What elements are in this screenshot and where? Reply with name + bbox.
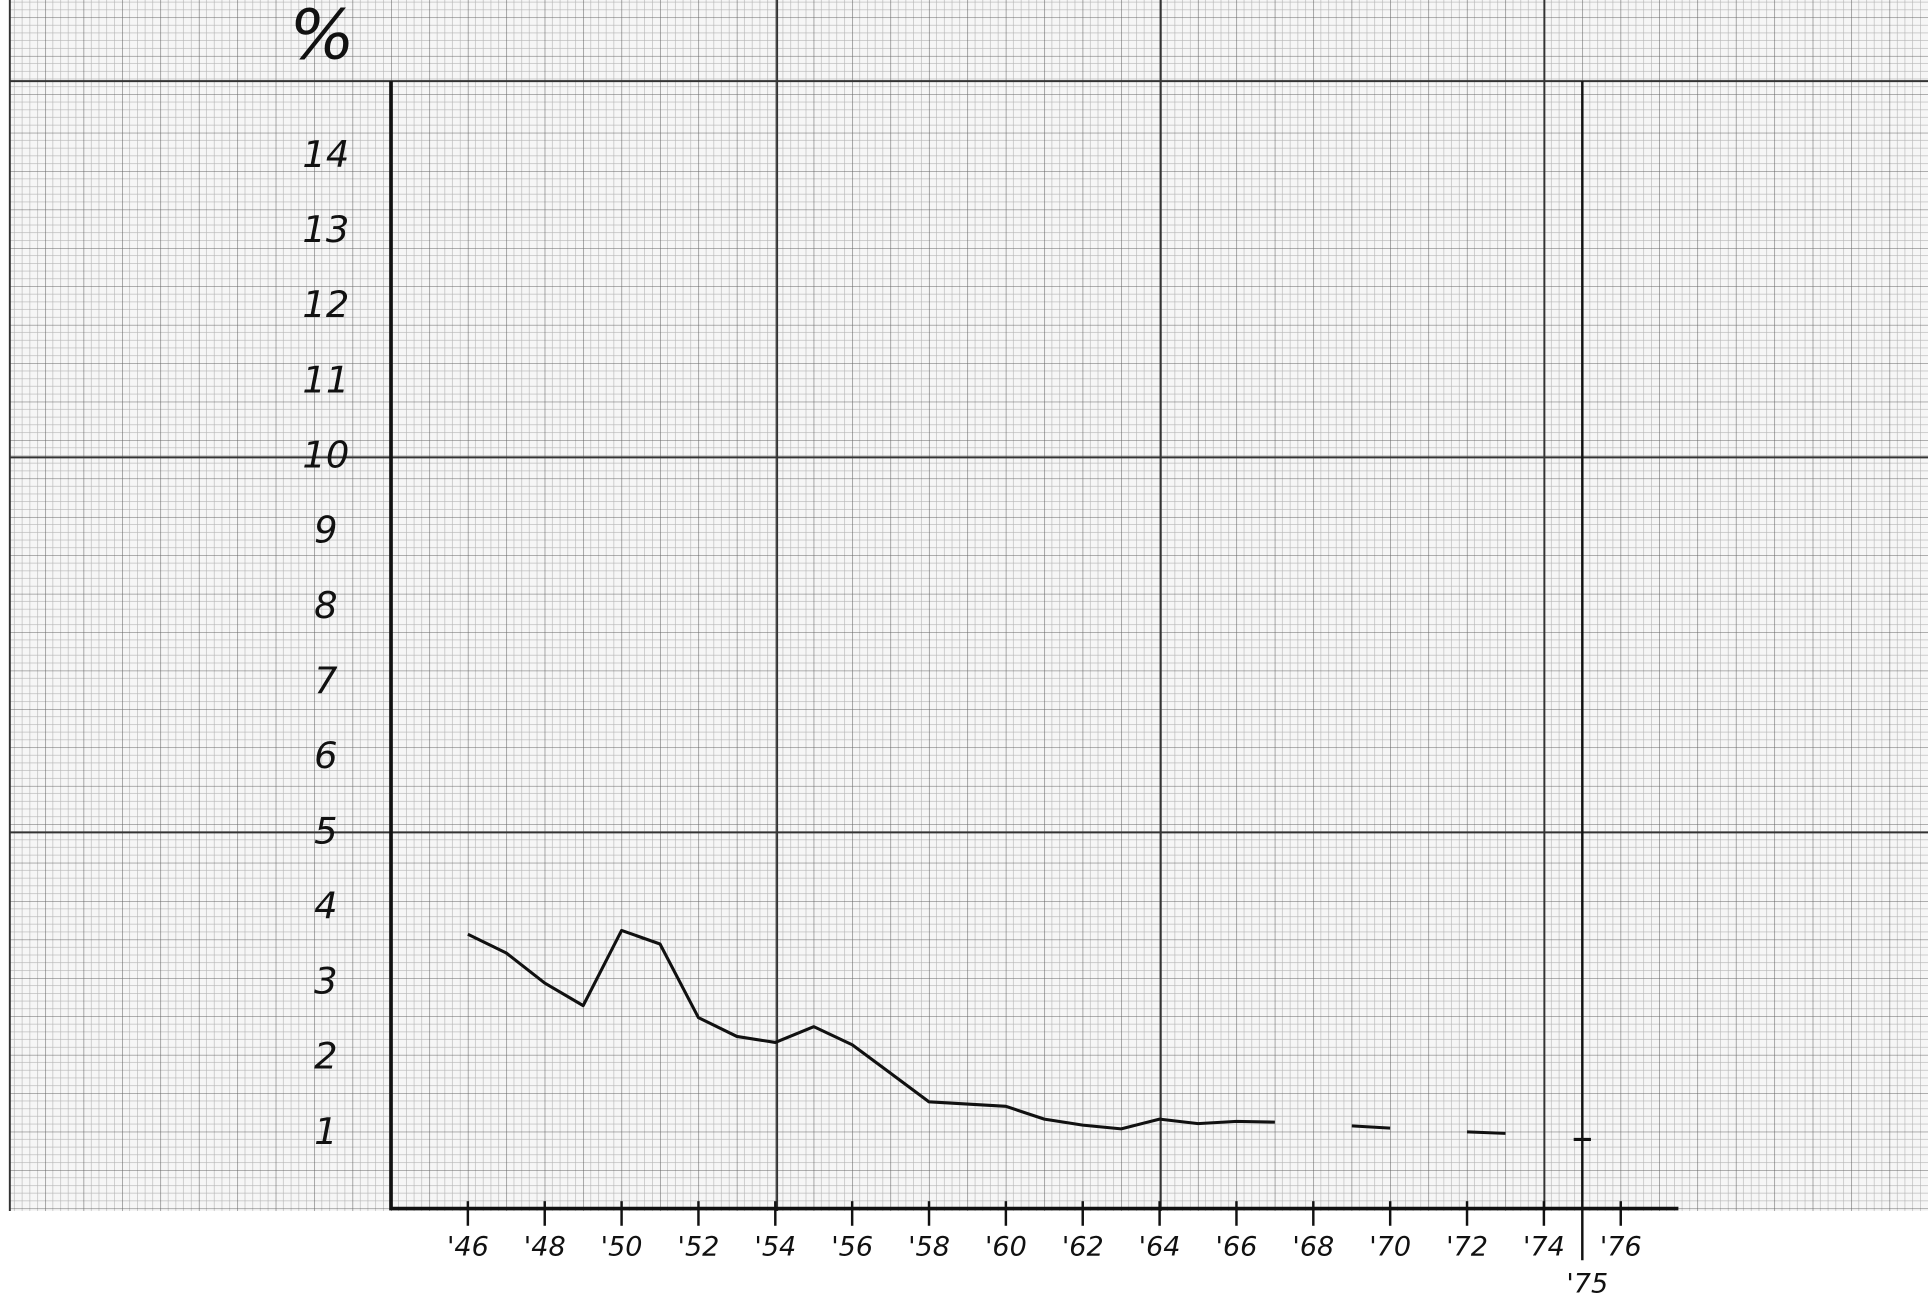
data-line <box>1467 1132 1505 1134</box>
y-tick-label: 7 <box>314 659 338 702</box>
x-tick-label: '54 <box>754 1231 796 1262</box>
x-tick-label: '76 <box>1600 1231 1642 1262</box>
x-tick-label: '60 <box>985 1231 1027 1262</box>
y-tick-label: 10 <box>302 433 349 476</box>
y-tick-label: 13 <box>302 208 349 251</box>
y-tick-label: 1 <box>314 1110 337 1153</box>
x-tick-label: '72 <box>1446 1231 1488 1262</box>
y-tick-label: 3 <box>314 960 337 1003</box>
page: {"chart_data": { "type": "line", "y_labe… <box>0 0 1928 1302</box>
x-tick-label: '64 <box>1139 1231 1181 1262</box>
y-tick-label: 14 <box>302 133 349 176</box>
y-tick-label: 8 <box>314 584 337 627</box>
x-tick-label: '62 <box>1062 1231 1104 1262</box>
x-tick-label: '46 <box>447 1231 489 1262</box>
x-tick-label: '52 <box>678 1231 720 1262</box>
x-tick-label: '66 <box>1216 1231 1258 1262</box>
y-tick-label: 4 <box>314 884 337 927</box>
y-tick-label: 12 <box>302 283 349 326</box>
y-tick-label: 2 <box>314 1035 337 1078</box>
y-tick-label: 5 <box>314 809 337 852</box>
x-tick-label: '70 <box>1369 1231 1411 1262</box>
y-axis-label: % <box>289 0 354 75</box>
x-tick-label: '56 <box>831 1231 873 1262</box>
x-tick-label: '68 <box>1292 1231 1334 1262</box>
y-tick-label: 6 <box>314 734 337 777</box>
x-tick-label: '74 <box>1523 1231 1565 1262</box>
x-tick-label: '48 <box>524 1231 566 1262</box>
x-tick-label: '50 <box>601 1231 643 1262</box>
x-tick-label: '58 <box>908 1231 950 1262</box>
y-tick-label: 11 <box>302 358 349 401</box>
graph-paper-grid <box>10 0 1928 1211</box>
y-tick-label: 9 <box>314 509 337 552</box>
chart: % 1234567891011121314'46'48'50'52'54'56'… <box>0 0 1928 1302</box>
x-tick-label: '75 <box>1566 1268 1608 1299</box>
